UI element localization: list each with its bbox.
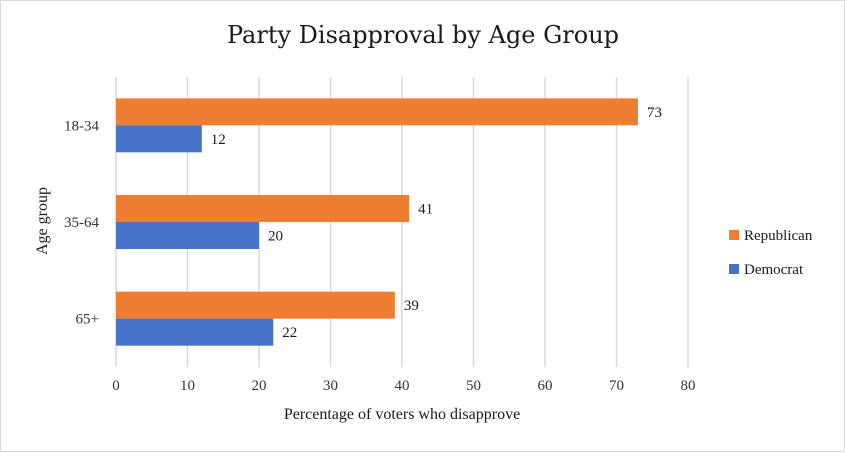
bar-democrat: [116, 318, 274, 346]
x-tick-label: 40: [395, 378, 410, 394]
x-tick-labels: 0 10 20 30 40 50 60 70 80: [112, 378, 695, 394]
data-label: 41: [418, 202, 433, 218]
legend: Republican Democrat: [729, 228, 813, 278]
bar-democrat: [116, 125, 202, 153]
category-label: 65+: [76, 312, 99, 328]
legend-swatch-democrat: [729, 264, 739, 274]
x-axis-title: Percentage of voters who disapprove: [284, 406, 520, 423]
x-tick-label: 50: [466, 378, 481, 394]
x-tick-label: 30: [323, 378, 338, 394]
data-label: 20: [268, 229, 283, 245]
legend-label: Republican: [744, 228, 813, 244]
x-tick-label: 70: [609, 378, 624, 394]
data-label: 39: [404, 298, 419, 314]
category-label: 18-34: [64, 118, 99, 134]
x-tick-label: 80: [681, 378, 696, 394]
bar-democrat: [116, 222, 259, 249]
bars: [116, 98, 638, 346]
legend-swatch-republican: [729, 230, 739, 240]
chart-title: Party Disapproval by Age Group: [227, 21, 619, 49]
x-tick-label: 0: [112, 378, 120, 394]
legend-label: Democrat: [744, 262, 804, 278]
x-tick-label: 20: [252, 378, 267, 394]
bar-republican: [116, 291, 395, 319]
data-label: 73: [647, 105, 662, 121]
x-tick-label: 10: [180, 378, 195, 394]
bar-republican: [116, 98, 638, 126]
data-label: 12: [211, 132, 226, 148]
bar-republican: [116, 195, 410, 222]
data-labels: 73 12 41 20 39 22: [211, 105, 662, 341]
y-axis-title: Age group: [34, 187, 51, 255]
category-label: 35-64: [64, 215, 99, 231]
category-labels: 18-34 35-64 65+: [64, 118, 99, 327]
data-label: 22: [282, 325, 297, 341]
x-tick-label: 60: [538, 378, 553, 394]
